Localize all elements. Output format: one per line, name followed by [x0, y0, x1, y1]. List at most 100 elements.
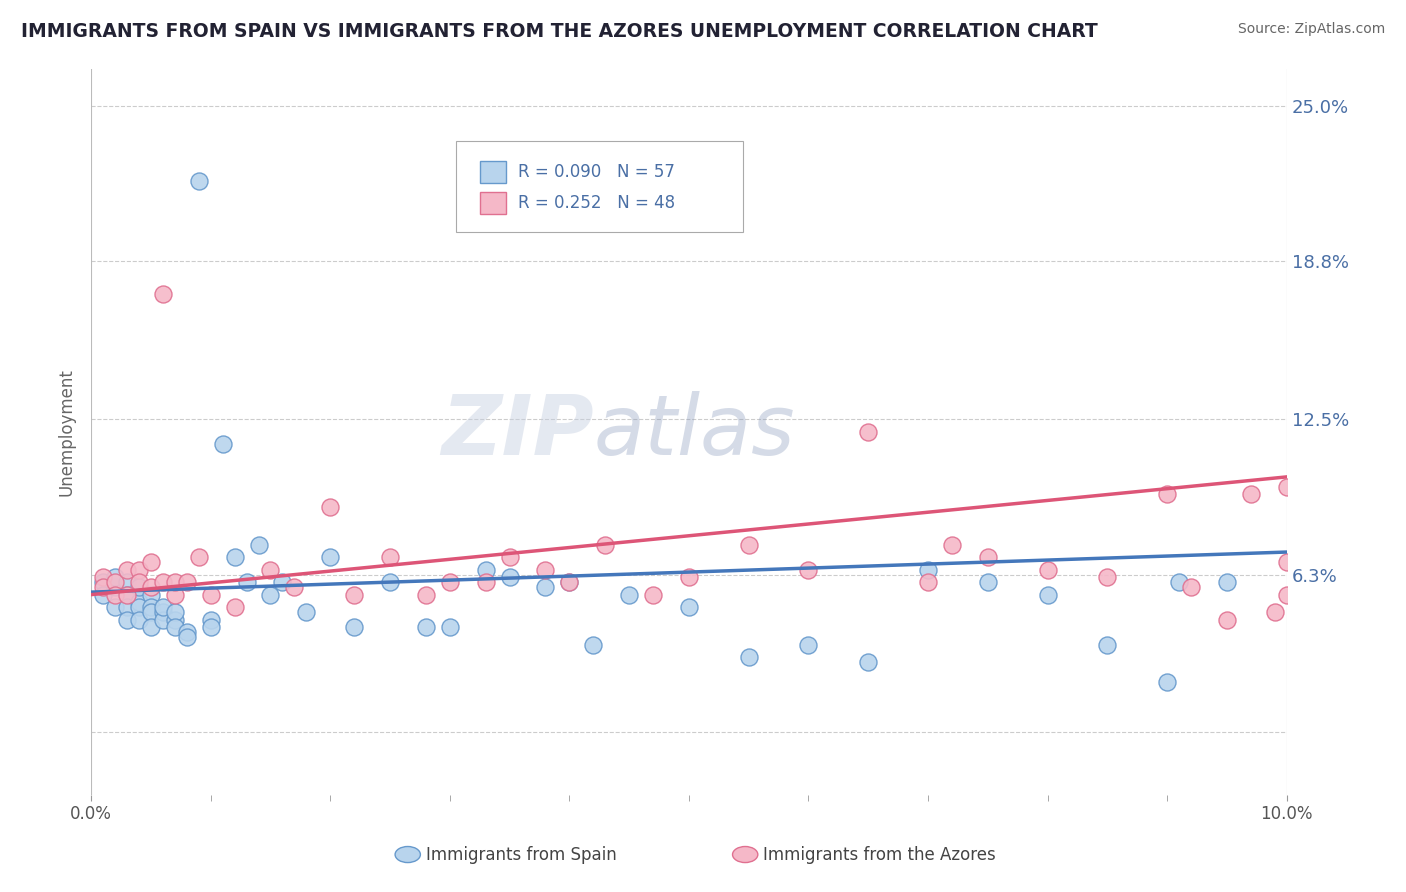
Point — [439, 575, 461, 590]
Point — [152, 605, 174, 619]
FancyBboxPatch shape — [456, 141, 742, 232]
Point — [139, 605, 162, 619]
Point — [128, 580, 150, 594]
Point — [593, 537, 616, 551]
Point — [558, 575, 581, 590]
Point — [128, 563, 150, 577]
Point — [187, 550, 209, 565]
FancyBboxPatch shape — [479, 192, 506, 214]
Point — [200, 588, 222, 602]
Point — [259, 588, 281, 602]
Point — [247, 537, 270, 551]
Point — [104, 570, 127, 584]
Point — [498, 570, 520, 584]
FancyBboxPatch shape — [479, 161, 506, 183]
Point — [1216, 575, 1239, 590]
Point — [474, 563, 496, 577]
Point — [115, 588, 138, 602]
Point — [283, 580, 305, 594]
Point — [343, 620, 366, 634]
Point — [1097, 638, 1119, 652]
Point — [235, 575, 257, 590]
Point — [378, 575, 401, 590]
Text: Source: ZipAtlas.com: Source: ZipAtlas.com — [1237, 22, 1385, 37]
Point — [1156, 675, 1178, 690]
Point — [187, 174, 209, 188]
Point — [641, 588, 664, 602]
Point — [224, 550, 246, 565]
Point — [1216, 613, 1239, 627]
Point — [439, 620, 461, 634]
Point — [224, 600, 246, 615]
Point — [1275, 555, 1298, 569]
Point — [1036, 588, 1059, 602]
Text: IMMIGRANTS FROM SPAIN VS IMMIGRANTS FROM THE AZORES UNEMPLOYMENT CORRELATION CHA: IMMIGRANTS FROM SPAIN VS IMMIGRANTS FROM… — [21, 22, 1098, 41]
Point — [977, 550, 1000, 565]
Point — [163, 588, 186, 602]
Point — [128, 575, 150, 590]
Point — [1240, 487, 1263, 501]
Point — [343, 588, 366, 602]
Point — [319, 550, 342, 565]
Point — [115, 588, 138, 602]
Point — [617, 588, 640, 602]
Point — [1036, 563, 1059, 577]
Point — [104, 600, 127, 615]
Point — [128, 600, 150, 615]
Point — [977, 575, 1000, 590]
Point — [115, 600, 138, 615]
Point — [176, 630, 198, 644]
Point — [139, 588, 162, 602]
Point — [1180, 580, 1202, 594]
Point — [176, 625, 198, 640]
Point — [115, 563, 138, 577]
Point — [91, 570, 114, 584]
Point — [415, 588, 437, 602]
Point — [271, 575, 294, 590]
Point — [797, 563, 820, 577]
Point — [211, 437, 233, 451]
Point — [1168, 575, 1191, 590]
Point — [415, 620, 437, 634]
Point — [917, 575, 939, 590]
Point — [91, 580, 114, 594]
Point — [1275, 588, 1298, 602]
Point — [163, 620, 186, 634]
Point — [139, 600, 162, 615]
Point — [200, 620, 222, 634]
Point — [104, 575, 127, 590]
Point — [534, 580, 557, 594]
Text: Immigrants from Spain: Immigrants from Spain — [426, 846, 617, 863]
Point — [139, 555, 162, 569]
Point — [295, 605, 318, 619]
Point — [152, 613, 174, 627]
Point — [738, 537, 761, 551]
Point — [319, 500, 342, 514]
Point — [115, 575, 138, 590]
Point — [139, 580, 162, 594]
Point — [115, 613, 138, 627]
Text: R = 0.090   N = 57: R = 0.090 N = 57 — [517, 162, 675, 181]
Point — [163, 605, 186, 619]
Point — [1097, 570, 1119, 584]
Point — [91, 575, 114, 590]
Point — [858, 425, 880, 439]
Text: Immigrants from the Azores: Immigrants from the Azores — [763, 846, 997, 863]
Point — [678, 600, 700, 615]
Point — [1264, 605, 1286, 619]
Point — [917, 563, 939, 577]
Text: R = 0.252   N = 48: R = 0.252 N = 48 — [517, 194, 675, 212]
Point — [582, 638, 605, 652]
Point — [128, 595, 150, 609]
Point — [128, 613, 150, 627]
Point — [200, 613, 222, 627]
Point — [1275, 480, 1298, 494]
Point — [104, 588, 127, 602]
Point — [139, 620, 162, 634]
Point — [534, 563, 557, 577]
Point — [163, 613, 186, 627]
Point — [474, 575, 496, 590]
Point — [378, 550, 401, 565]
Point — [104, 580, 127, 594]
Text: atlas: atlas — [593, 392, 794, 472]
